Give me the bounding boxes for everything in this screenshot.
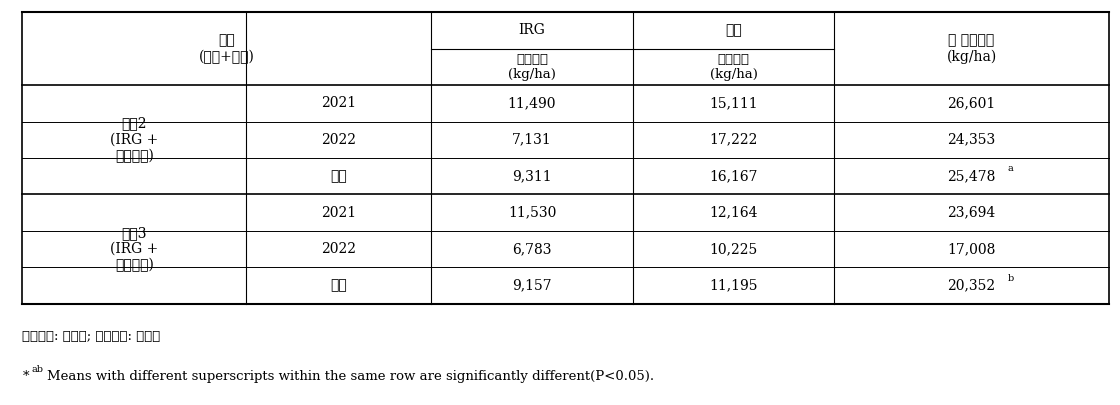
Text: 2021: 2021 (321, 96, 356, 110)
Text: 건물수량
(kg/ha): 건물수량 (kg/ha) (710, 53, 757, 81)
Text: 17,222: 17,222 (709, 133, 758, 147)
Text: 20,352: 20,352 (948, 279, 996, 292)
Text: 16,167: 16,167 (709, 169, 758, 183)
Text: 10,225: 10,225 (709, 242, 758, 256)
Text: 건물수량
(kg/ha): 건물수량 (kg/ha) (508, 53, 556, 81)
Text: 9,311: 9,311 (512, 169, 552, 183)
Text: b: b (1008, 274, 1014, 283)
Text: 2022: 2022 (321, 242, 356, 256)
Text: 11,195: 11,195 (709, 279, 758, 292)
Text: 2021: 2021 (321, 206, 356, 220)
Text: 17,008: 17,008 (948, 242, 996, 256)
Text: Means with different superscripts within the same row are significantly differen: Means with different superscripts within… (47, 370, 654, 383)
Text: 총 건물수량
(kg/ha): 총 건물수량 (kg/ha) (946, 33, 997, 64)
Text: 작부2
(IRG +
사료용벼): 작부2 (IRG + 사료용벼) (110, 116, 159, 163)
Text: 26,601: 26,601 (948, 96, 996, 110)
Text: 25,478: 25,478 (948, 169, 996, 183)
Text: 11,490: 11,490 (507, 96, 557, 110)
Text: 사료용벼: 황숙기; 사료용피: 출수기: 사료용벼: 황숙기; 사료용피: 출수기 (22, 330, 160, 343)
Text: 9,157: 9,157 (512, 279, 552, 292)
Text: 15,111: 15,111 (709, 96, 758, 110)
Text: 평균: 평균 (330, 169, 347, 183)
Text: a: a (1008, 164, 1014, 173)
Text: 7,131: 7,131 (512, 133, 552, 147)
Text: 평균: 평균 (330, 279, 347, 292)
Text: 11,530: 11,530 (507, 206, 557, 220)
Text: 24,353: 24,353 (948, 133, 996, 147)
Text: 하계: 하계 (726, 23, 741, 37)
Text: 23,694: 23,694 (948, 206, 996, 220)
Text: 6,783: 6,783 (512, 242, 552, 256)
Text: 작부3
(IRG +
사료용피): 작부3 (IRG + 사료용피) (110, 226, 159, 273)
Text: 처리
(동계+하계): 처리 (동계+하계) (199, 33, 254, 64)
Text: *: * (22, 370, 29, 383)
Text: 2022: 2022 (321, 133, 356, 147)
Text: IRG: IRG (519, 23, 545, 37)
Text: 12,164: 12,164 (709, 206, 758, 220)
Text: ab: ab (31, 365, 44, 374)
